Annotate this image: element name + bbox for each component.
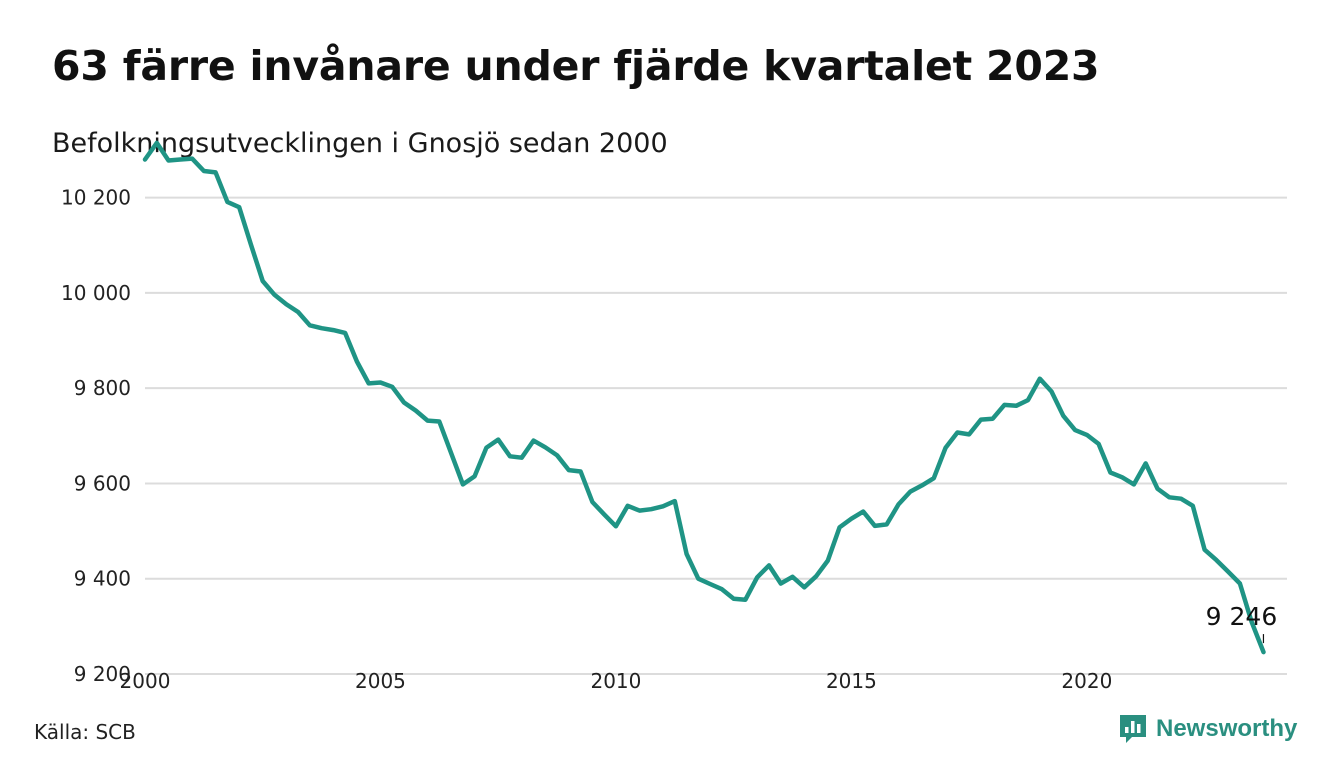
x-axis-labels: 2000 2005 2010 2015 2020 xyxy=(120,669,1113,693)
y-tick-label: 9 800 xyxy=(74,376,131,400)
y-axis-labels: 9 200 9 400 9 600 9 800 10 000 10 200 xyxy=(61,186,131,686)
x-tick-label: 2015 xyxy=(826,669,877,693)
source-note: Källa: SCB xyxy=(34,720,136,744)
end-value-label: 9 246 xyxy=(1206,602,1278,631)
x-tick-label: 2010 xyxy=(590,669,641,693)
chart-title: 63 färre invånare under fjärde kvartalet… xyxy=(52,42,1100,90)
y-tick-label: 9 200 xyxy=(74,662,131,686)
population-line xyxy=(142,140,1266,655)
brand-name: Newsworthy xyxy=(1156,715,1298,742)
y-tick-label: 10 200 xyxy=(61,186,131,210)
bar-chart-speech-bubble-icon xyxy=(1120,715,1146,743)
annotation-layer: 9 246 xyxy=(1206,602,1278,644)
series-layer xyxy=(142,140,1266,655)
x-tick-label: 2000 xyxy=(120,669,171,693)
y-tick-label: 9 600 xyxy=(74,471,131,495)
gridlines xyxy=(145,196,1287,675)
x-tick-label: 2005 xyxy=(355,669,406,693)
brand-logo: Newsworthy xyxy=(1118,713,1297,745)
y-tick-label: 9 400 xyxy=(74,567,131,591)
x-tick-label: 2020 xyxy=(1061,669,1112,693)
y-tick-label: 10 000 xyxy=(61,281,131,305)
